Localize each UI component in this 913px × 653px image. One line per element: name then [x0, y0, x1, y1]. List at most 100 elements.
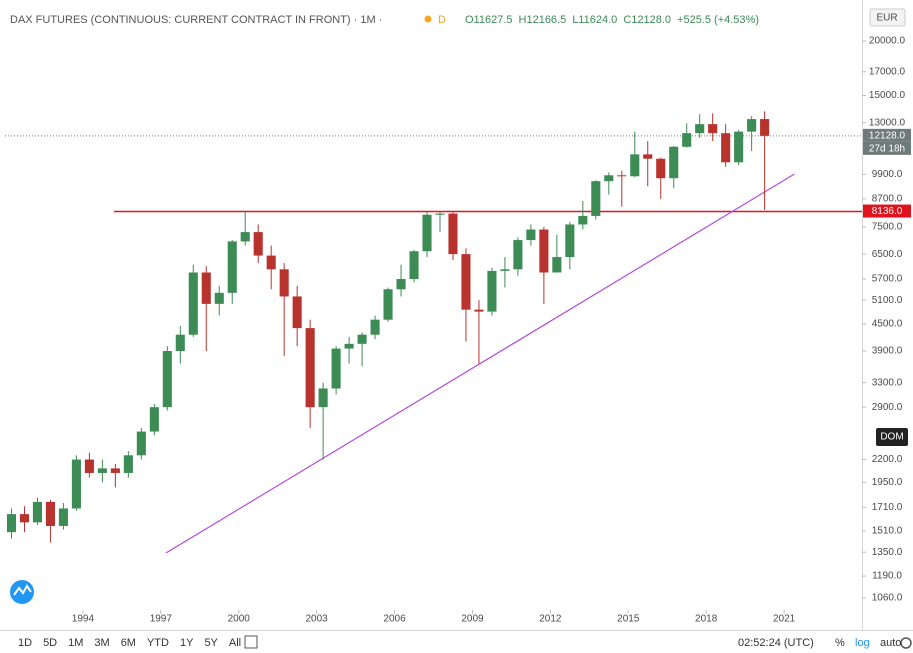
candle-body: [435, 213, 445, 215]
range-button[interactable]: 1D: [18, 637, 32, 649]
candle-body: [58, 508, 68, 526]
y-tick-label: 1350.0: [872, 547, 903, 558]
x-tick-label: 2006: [383, 614, 406, 625]
candle-body: [461, 254, 471, 310]
candle-body: [370, 319, 380, 335]
hline-label: 8136.0: [872, 206, 903, 217]
candle-body: [162, 350, 172, 408]
candle-body: [396, 279, 406, 290]
currency-box[interactable]: [869, 8, 906, 27]
price-label: 12128.0: [869, 130, 906, 141]
candle-body: [214, 292, 224, 304]
y-tick-label: 3900.0: [872, 346, 903, 357]
y-tick-label: 2900.0: [872, 402, 903, 413]
candle-body: [123, 455, 133, 473]
y-tick-label: 7500.0: [872, 222, 903, 233]
candle-body: [201, 272, 211, 304]
candle-body: [500, 269, 510, 271]
candle-body: [71, 459, 81, 509]
badge[interactable]: DOM: [880, 432, 903, 443]
plot-area: [5, 111, 862, 554]
header-value: O11627.5: [465, 14, 513, 26]
candle-body: [513, 240, 523, 270]
candle-body: [669, 146, 679, 179]
header-value: H12166.5: [519, 14, 567, 26]
candle-body: [422, 214, 432, 252]
candle-body: [656, 158, 666, 179]
interval-badge: D: [438, 14, 446, 26]
x-tick-label: 1994: [72, 614, 95, 625]
candle-body: [305, 328, 315, 408]
candle-body: [253, 232, 263, 256]
candle-body: [6, 514, 17, 533]
range-button[interactable]: 3M: [94, 637, 109, 649]
candle-body: [19, 514, 30, 523]
candle-body: [591, 181, 601, 216]
range-button[interactable]: 1M: [68, 637, 83, 649]
x-tick-label: 2018: [695, 614, 718, 625]
candle-body: [448, 213, 458, 255]
candle-body: [175, 334, 185, 351]
scale-button[interactable]: auto: [880, 637, 901, 649]
y-tick-label: 15000.0: [869, 90, 906, 101]
candle-body: [84, 459, 94, 473]
candle-body: [279, 269, 289, 297]
candle-body: [227, 241, 237, 293]
candle-body: [136, 431, 146, 456]
x-tick-label: 2000: [228, 614, 251, 625]
candle-body: [110, 468, 120, 473]
candle-body: [97, 468, 107, 473]
candle-body: [240, 232, 250, 242]
candle-body: [643, 154, 653, 159]
currency[interactable]: EUR: [876, 13, 897, 24]
candle-body: [344, 343, 354, 349]
y-tick-label: 9900.0: [872, 169, 903, 180]
x-tick-label: 2015: [617, 614, 640, 625]
candle-body: [32, 501, 43, 523]
header-value: L11624.0: [572, 14, 617, 26]
badge-box[interactable]: [876, 428, 908, 446]
y-tick-label: 2200.0: [872, 454, 903, 465]
range-button[interactable]: 5Y: [204, 637, 218, 649]
candle-body: [604, 175, 614, 182]
y-tick-label: 13000.0: [869, 117, 906, 128]
candle-body: [318, 388, 328, 408]
candle-body: [526, 229, 536, 241]
header-value: +525.5 (+4.53%): [677, 14, 759, 26]
range-button[interactable]: 5D: [43, 637, 57, 649]
x-tick-label: 1997: [150, 614, 173, 625]
compare-icon[interactable]: [244, 635, 258, 649]
scale-button[interactable]: %: [835, 637, 845, 649]
y-tick-label: 5100.0: [872, 295, 903, 306]
range-button[interactable]: 6M: [121, 637, 136, 649]
x-tick-label: 2009: [461, 614, 484, 625]
countdown: 27d 18h: [869, 143, 905, 154]
y-tick-label: 6500.0: [872, 249, 903, 260]
candle-body: [578, 215, 588, 225]
session-icon: [424, 15, 432, 23]
range-button[interactable]: YTD: [147, 637, 169, 649]
range-button[interactable]: 1Y: [180, 637, 194, 649]
y-tick-label: 1060.0: [872, 593, 903, 604]
y-tick-label: 8700.0: [872, 193, 903, 204]
header-value: C12128.0: [623, 14, 671, 26]
candle-body: [682, 133, 692, 147]
y-tick-label: 1710.0: [872, 502, 903, 513]
candle-body: [734, 131, 744, 163]
range-button[interactable]: All: [229, 637, 241, 649]
settings-icon[interactable]: [900, 637, 912, 649]
y-tick-label: 3300.0: [872, 377, 903, 388]
scale-button[interactable]: log: [855, 637, 870, 649]
y-tick-label: 17000.0: [869, 66, 906, 77]
price-label-box: [863, 128, 911, 142]
y-tick-label: 1510.0: [872, 526, 903, 537]
candle-body: [552, 257, 562, 273]
candle-body: [630, 154, 640, 177]
candle-body: [760, 119, 770, 136]
candle-body: [266, 255, 276, 270]
x-tick-label: 2021: [773, 614, 796, 625]
y-tick-label: 1190.0: [872, 571, 902, 582]
clock: 02:52:24 (UTC): [738, 637, 814, 649]
